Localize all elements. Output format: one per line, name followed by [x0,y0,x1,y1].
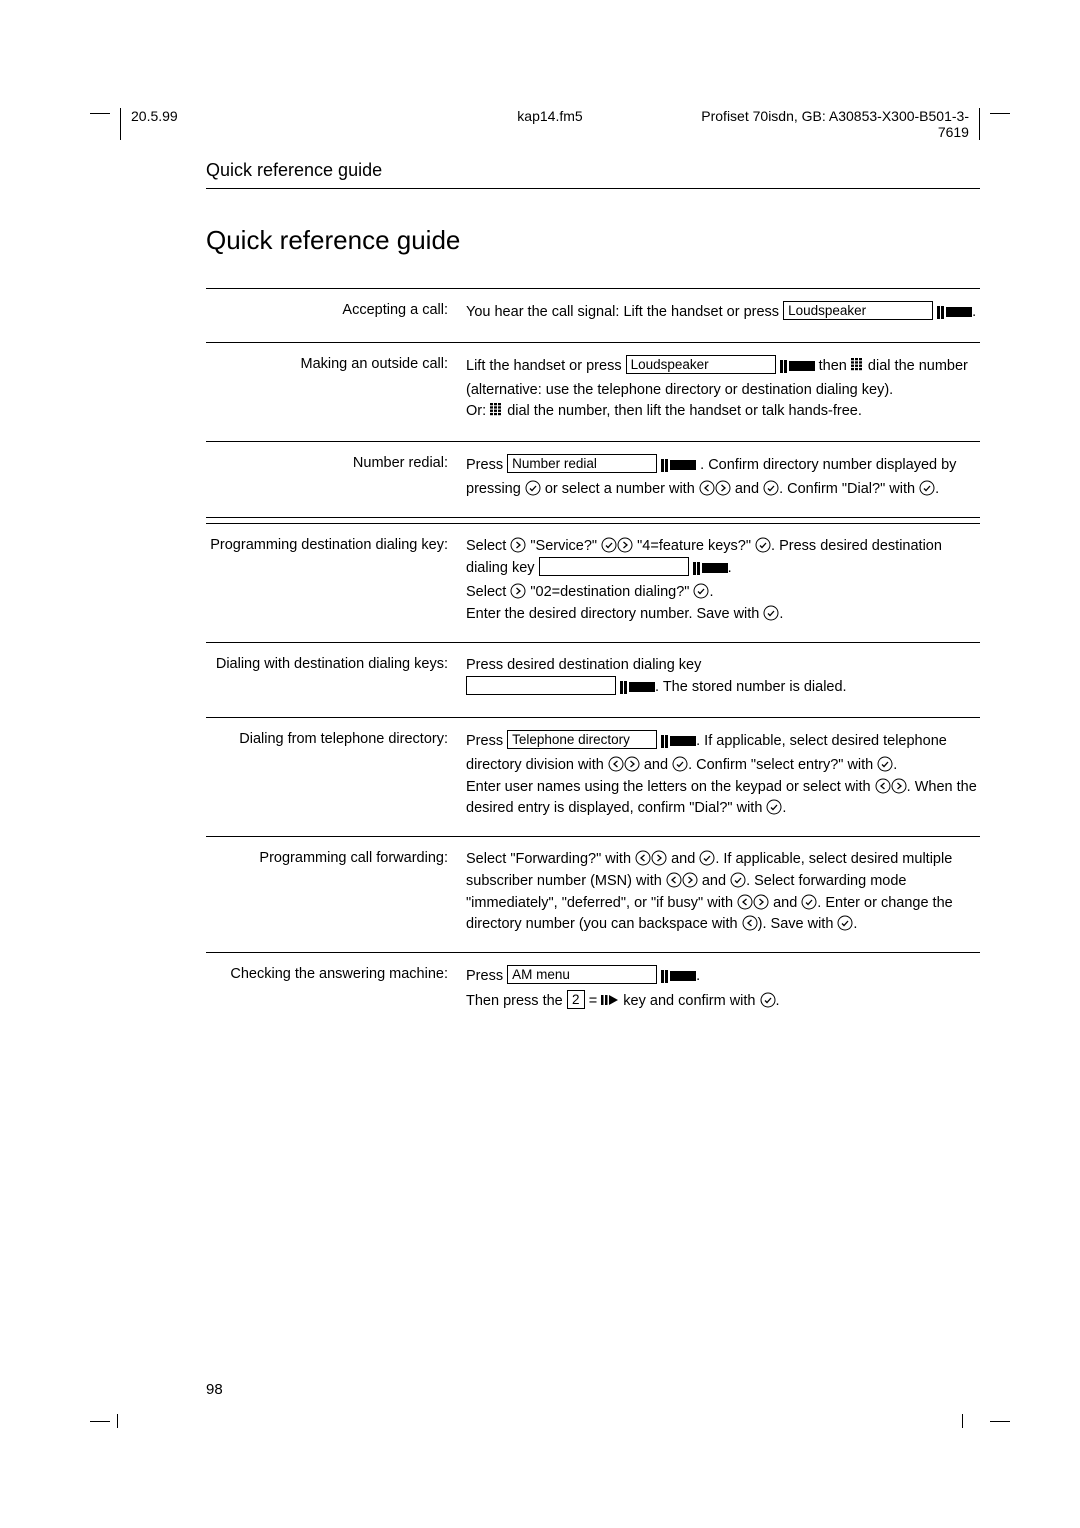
number_redial-key: Number redial [507,454,657,473]
ok-icon [693,584,709,600]
row-body: Press Number redial . Confirm directory … [466,454,980,501]
ok-icon [919,481,935,497]
right-arrow-icon [510,538,526,554]
softkey-led-icon [780,358,815,380]
meta-file: kap14.fm5 [410,108,689,140]
left-arrow-icon [608,757,624,773]
right-arrow-icon [753,895,769,911]
reference-row: Number redial:Press Number redial . Conf… [206,441,980,517]
reference-row: Programming call forwarding:Select "Forw… [206,836,980,952]
ok-icon [801,895,817,911]
left-arrow-icon [742,916,758,932]
ok-icon [730,873,746,889]
ok-icon [837,916,853,932]
row-body: Press Telephone directory . If applicabl… [466,730,980,820]
row-label: Dialing from telephone directory: [206,730,466,820]
reference-row: Dialing with destination dialing keys:Pr… [206,642,980,718]
row-body: Lift the handset or press Loudspeaker th… [466,355,980,425]
meta-docid: Profiset 70isdn, GB: A30853-X300-B501-3-… [690,108,980,140]
right-arrow-icon [510,584,526,600]
right-arrow-icon [715,481,731,497]
row-label: Programming call forwarding: [206,849,466,936]
main-title: Quick reference guide [206,225,460,256]
ok-icon [601,538,617,554]
doc-header: 20.5.99 kap14.fm5 Profiset 70isdn, GB: A… [120,108,980,140]
row-body: Select "Service?" "4=feature keys?" . Pr… [466,536,980,626]
row-label: Checking the answering machine: [206,965,466,1013]
right-arrow-icon [651,851,667,867]
left-arrow-icon [635,851,651,867]
ok-icon [699,851,715,867]
softkey-led-icon [661,733,696,755]
loudspeaker-key: Loudspeaker [783,301,933,320]
reference-row: Checking the answering machine:Press AM … [206,952,980,1029]
reference-row: Making an outside call:Lift the handset … [206,342,980,441]
digit2-key: 2 [567,990,585,1009]
keypad-icon [490,403,503,425]
reference-row: Programming destination dialing key:Sele… [206,523,980,642]
softkey-led-icon [693,560,728,582]
loudspeaker-key: Loudspeaker [626,355,776,374]
ok-icon [525,481,541,497]
reference-rows: Accepting a call:You hear the call signa… [206,288,980,1029]
keypad-icon [851,358,864,380]
right-arrow-icon [891,779,907,795]
left-arrow-icon [666,873,682,889]
right-arrow-icon [617,538,633,554]
row-label: Number redial: [206,454,466,501]
row-label: Programming destination dialing key: [206,536,466,626]
row-body: You hear the call signal: Lift the hands… [466,301,980,326]
ok-icon [763,606,779,622]
am_menu-key: AM menu [507,965,657,984]
tel_directory-key: Telephone directory [507,730,657,749]
running-title: Quick reference guide [206,160,382,181]
ok-icon [672,757,688,773]
softkey-led-icon [661,968,696,990]
play-pause-icon [601,993,619,1009]
softkey-led-icon [661,457,696,479]
right-arrow-icon [624,757,640,773]
row-label: Accepting a call: [206,301,466,326]
ok-icon [755,538,771,554]
page-number: 98 [206,1381,223,1398]
reference-row: Accepting a call:You hear the call signa… [206,288,980,342]
ok-icon [877,757,893,773]
row-body: Press desired destination dialing key . … [466,655,980,702]
left-arrow-icon [699,481,715,497]
ok-icon [766,800,782,816]
right-arrow-icon [682,873,698,889]
left-arrow-icon [737,895,753,911]
ok-icon [763,481,779,497]
row-label: Making an outside call: [206,355,466,425]
row-body: Select "Forwarding?" with and . If appli… [466,849,980,936]
softkey-led-icon [937,304,972,326]
meta-date: 20.5.99 [120,108,410,140]
row-body: Press AM menu .Then press the 2 = key an… [466,965,980,1013]
row-label: Dialing with destination dialing keys: [206,655,466,702]
softkey-led-icon [620,679,655,701]
ok-icon [760,993,776,1009]
left-arrow-icon [875,779,891,795]
reference-row: Dialing from telephone directory:Press T… [206,717,980,836]
blank-softkey [466,676,616,695]
blank-softkey [539,557,689,576]
